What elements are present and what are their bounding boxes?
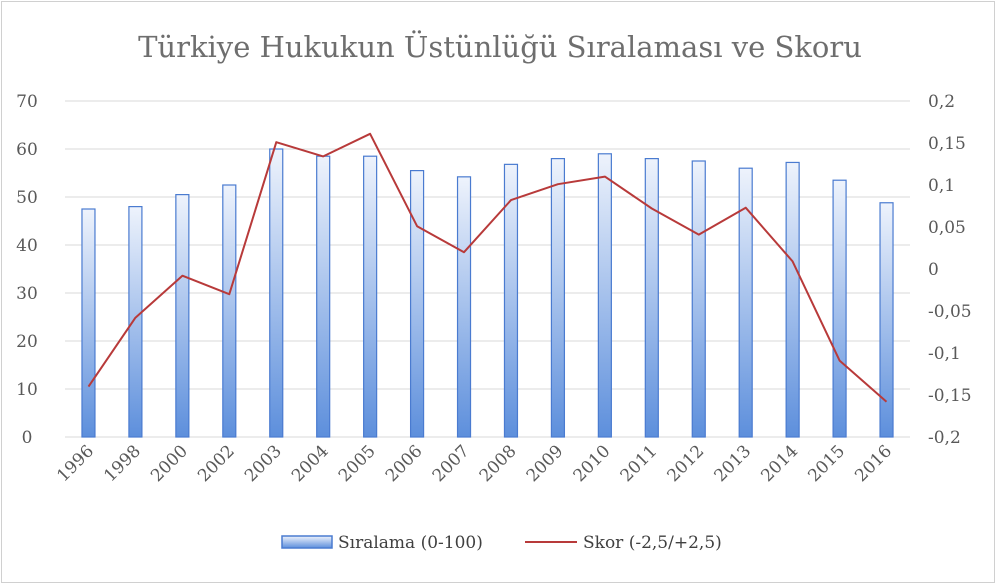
bar xyxy=(879,202,894,438)
x-tick-label: 2010 xyxy=(570,441,615,486)
line-series xyxy=(87,132,888,403)
x-tick-label: 2007 xyxy=(429,441,474,486)
legend: Sıralama (0-100) Skor (-2,5/+2,5) xyxy=(281,533,722,553)
left-tick-label: 10 xyxy=(16,380,38,400)
score-line xyxy=(87,132,888,403)
bar xyxy=(409,170,425,438)
left-tick-label: 0 xyxy=(22,428,33,448)
bar xyxy=(269,148,284,438)
x-tick-label: 2008 xyxy=(476,441,521,486)
left-tick-label: 50 xyxy=(16,188,38,208)
x-tick-label: 2013 xyxy=(710,441,755,486)
right-tick-label: 0,15 xyxy=(928,134,966,154)
bar xyxy=(738,167,753,438)
x-tick-label: 2004 xyxy=(288,441,333,486)
bar xyxy=(363,155,378,438)
x-tick-label: 2014 xyxy=(757,441,802,486)
x-tick-label: 2002 xyxy=(194,441,239,486)
bar-series xyxy=(81,148,894,438)
left-tick-label: 40 xyxy=(16,236,38,256)
x-tick-label: 2009 xyxy=(523,441,568,486)
bar xyxy=(81,208,96,438)
right-tick-label: 0,05 xyxy=(928,218,966,238)
legend-bar-swatch xyxy=(281,535,333,549)
legend-line-label: Skor (-2,5/+2,5) xyxy=(583,533,722,553)
x-tick-label: 2016 xyxy=(851,441,896,486)
right-tick-label: -0,05 xyxy=(928,302,972,322)
bar xyxy=(550,158,566,438)
bar xyxy=(316,155,331,438)
bar xyxy=(785,161,800,438)
bar xyxy=(832,179,847,438)
right-tick-label: -0,1 xyxy=(928,344,961,364)
x-tick-label: 2012 xyxy=(664,441,709,486)
x-tick-label: 2003 xyxy=(241,441,286,486)
right-tick-label: -0,2 xyxy=(928,428,961,448)
x-tick-label: 2011 xyxy=(617,441,662,486)
bar xyxy=(456,176,472,438)
gridlines xyxy=(65,100,910,438)
bar xyxy=(644,158,659,438)
x-tick-label: 2015 xyxy=(804,441,849,486)
left-tick-label: 30 xyxy=(16,284,38,304)
left-tick-label: 20 xyxy=(16,332,38,352)
right-tick-label: 0 xyxy=(928,260,939,280)
right-tick-label: 0,2 xyxy=(928,92,955,112)
left-tick-label: 70 xyxy=(16,92,38,112)
bar xyxy=(691,160,706,438)
bar xyxy=(222,184,237,438)
legend-bar-label: Sıralama (0-100) xyxy=(338,533,483,553)
x-tick-label: 2006 xyxy=(382,441,427,486)
x-tick-label: 1998 xyxy=(100,441,145,486)
x-tick-label: 1996 xyxy=(53,441,98,486)
bar xyxy=(503,163,519,438)
bar xyxy=(128,206,143,438)
bar xyxy=(175,194,190,438)
x-tick-label: 2000 xyxy=(147,441,192,486)
left-axis: 0 10 20 30 40 50 60 70 xyxy=(16,92,38,448)
right-axis: -0,2 -0,15 -0,1 -0,05 0 0,05 0,1 0,15 0,2 xyxy=(928,92,972,448)
x-axis: 1996 1998 2000 2002 2003 2004 2005 2006 2007 2008… xyxy=(53,441,896,486)
left-tick-label: 60 xyxy=(16,140,38,160)
chart-title: Türkiye Hukukun Üstünlüğü Sıralaması ve … xyxy=(138,29,862,64)
x-tick-label: 2005 xyxy=(335,441,380,486)
right-tick-label: -0,15 xyxy=(928,386,972,406)
right-tick-label: 0,1 xyxy=(928,176,955,196)
bar xyxy=(597,153,612,438)
